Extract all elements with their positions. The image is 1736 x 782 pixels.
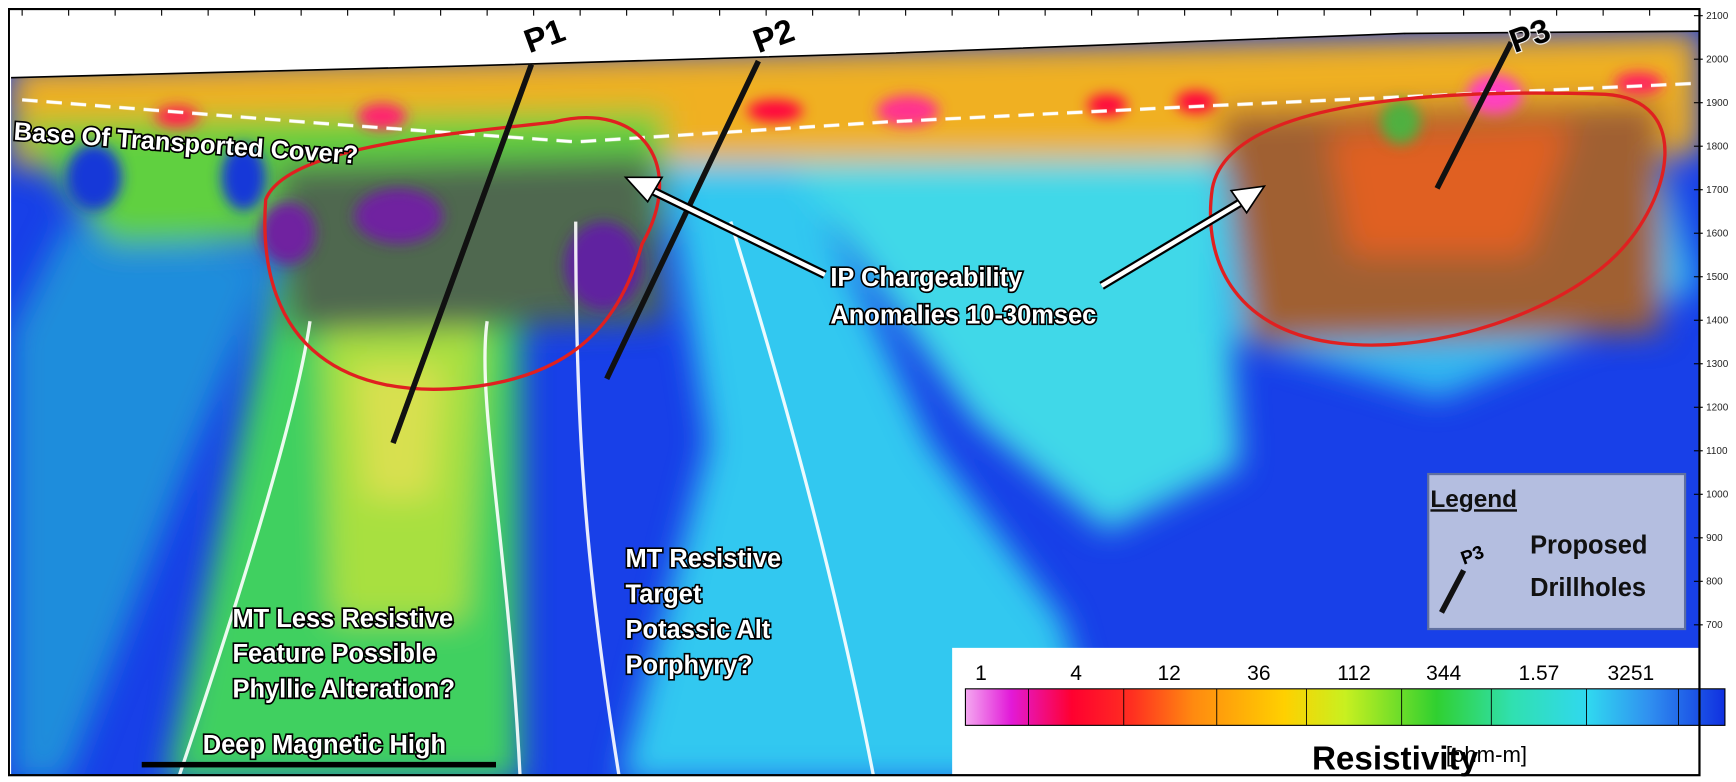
axis-label: 1100 [1706,446,1728,457]
colorbar-unit: [ohm-m] [1446,742,1527,767]
annotation: Deep Magnetic High [203,731,446,759]
colorbar-label: 1 [975,662,987,685]
drillhole [604,59,761,381]
drillhole [1434,40,1514,190]
axis-label: 900 [1706,533,1723,544]
annotation: Target [626,580,702,608]
colorbar-title: Resistivity [1312,741,1479,778]
colorbar-label: 12 [1157,662,1180,685]
axis-label: 700 [1706,620,1723,631]
legend-text: Drillholes [1530,574,1646,602]
axis-label: 1400 [1706,316,1729,327]
annotation: Feature Possible [233,640,437,668]
arrows [646,186,1247,288]
colorbar-label: 36 [1247,662,1270,685]
annotation: Potassic Alt [626,616,771,644]
underline [141,761,496,768]
surface [11,30,1700,79]
elevation-axis: 2100 2000 1900 1800 1700 1600 1500 1400 1300 1200… [21,9,1729,631]
annotation: IP Chargeability [830,264,1023,292]
drillhole [390,63,535,444]
axis-label: 1900 [1706,98,1729,109]
ip-anomaly-outline [263,116,662,391]
annotation: MT Resistive [626,545,782,573]
annotation: Porphyry? [626,651,753,679]
colorbar-label: 4 [1070,662,1082,685]
legend: Legend P3 Proposed Drillholes [1427,472,1687,631]
frame [7,7,1701,777]
axis-label: 2100 [1706,11,1729,22]
axis-label: 1300 [1706,359,1729,370]
axis-label: 1500 [1706,272,1729,283]
colorbar-label: 1.57 [1518,662,1559,685]
axis-label: 1200 [1706,403,1729,414]
axis-label: 1000 [1706,490,1729,501]
axis-label: 800 [1706,577,1723,588]
legend-text: Proposed [1530,532,1647,560]
axis-label: 1600 [1706,229,1729,240]
axis-label: 1700 [1706,185,1729,196]
colorbar-label: 344 [1426,662,1461,685]
colorbar-label: 112 [1337,662,1371,685]
annotation: Phyllic Alteration? [233,676,456,704]
arrowhead [623,176,664,204]
ip-anomaly-outline [1208,91,1667,347]
axis-label: 2000 [1706,55,1729,66]
colorbar: Resistivity [ohm-m] 1 4 12 36 112 344 1.57 3251 [952,647,1728,782]
arrowhead [1229,185,1267,215]
axis-label: 1800 [1706,142,1729,153]
annotation: Anomalies 10-30msec [830,301,1096,329]
annotation: MT Less Resistive [233,605,454,633]
colorbar-label: 3251 [1607,662,1654,685]
drillholes [390,40,1514,444]
legend-title: Legend [1430,486,1517,513]
